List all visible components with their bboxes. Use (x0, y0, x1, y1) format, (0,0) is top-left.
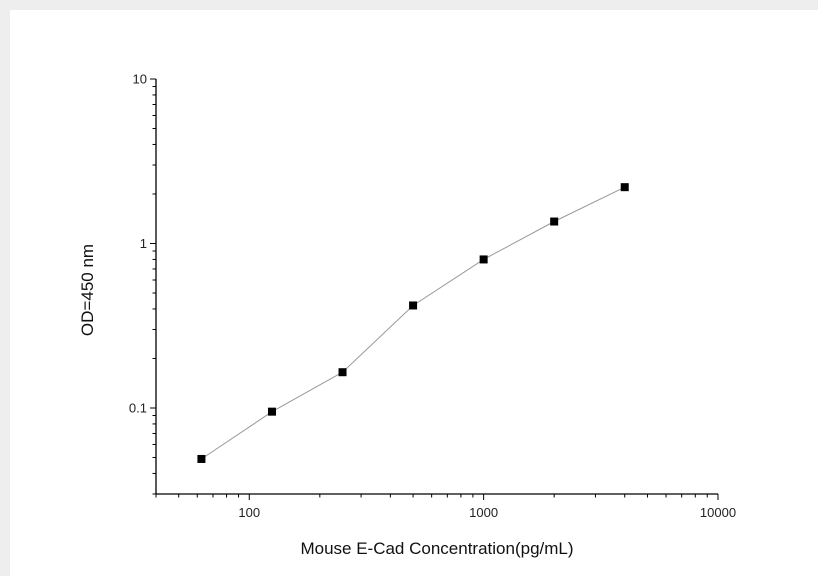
y-axis-title: OD=450 nm (78, 244, 97, 336)
data-point (550, 217, 559, 226)
y-tick-label: 0.1 (129, 400, 147, 415)
data-point (479, 255, 488, 264)
data-point (267, 407, 276, 416)
x-tick-label: 1000 (469, 505, 498, 520)
axes: 100 1000 10000 0.1 1 10 (129, 72, 736, 521)
x-tick-label: 10000 (700, 505, 736, 520)
x-tick-label: 100 (238, 505, 260, 520)
data-point (338, 368, 347, 377)
plot-area (197, 183, 629, 463)
chart-frame (10, 10, 818, 576)
y-tick-label: 10 (133, 72, 147, 87)
data-point (197, 454, 206, 463)
data-point (409, 301, 418, 310)
x-axis-title: Mouse E-Cad Concentration(pg/mL) (300, 539, 573, 558)
data-point (620, 183, 629, 192)
series-line (201, 186, 625, 460)
y-tick-label: 1 (140, 236, 147, 251)
